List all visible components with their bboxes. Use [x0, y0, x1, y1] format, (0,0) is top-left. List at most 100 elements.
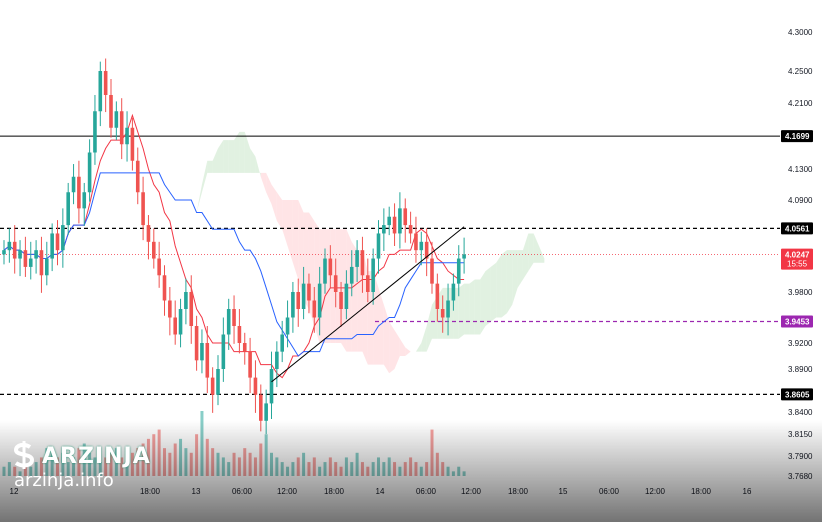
candle[interactable] — [280, 320, 284, 363]
candle[interactable] — [398, 192, 402, 249]
candle[interactable] — [285, 300, 290, 348]
candle[interactable] — [366, 258, 370, 303]
candle[interactable] — [424, 228, 429, 277]
candle[interactable] — [45, 241, 49, 286]
candle[interactable] — [152, 228, 156, 269]
candle[interactable] — [178, 298, 183, 348]
candle[interactable] — [339, 281, 343, 327]
candle-body — [291, 292, 295, 318]
candle[interactable] — [242, 332, 247, 365]
candle[interactable] — [403, 198, 408, 243]
candle[interactable] — [301, 266, 306, 320]
candle[interactable] — [162, 265, 167, 316]
candle[interactable] — [168, 286, 172, 336]
candle-body — [7, 241, 12, 251]
candle-body — [221, 334, 226, 369]
candle[interactable] — [221, 317, 226, 382]
candle[interactable] — [269, 351, 274, 420]
candle[interactable] — [210, 367, 215, 413]
candle[interactable] — [419, 231, 424, 266]
candle[interactable] — [376, 220, 381, 274]
trendline[interactable] — [271, 226, 465, 383]
trendline-segment[interactable] — [271, 226, 465, 383]
candle[interactable] — [371, 248, 375, 305]
candle[interactable] — [275, 341, 279, 388]
candle[interactable] — [82, 182, 87, 226]
candle[interactable] — [184, 278, 188, 325]
price-axis[interactable] — [780, 0, 822, 482]
candle[interactable] — [296, 278, 301, 327]
candle[interactable] — [61, 208, 65, 268]
candle[interactable] — [205, 326, 210, 394]
candle[interactable] — [200, 329, 204, 374]
candle[interactable] — [50, 223, 54, 272]
candle[interactable] — [34, 240, 38, 274]
candle[interactable] — [355, 240, 359, 282]
candle[interactable] — [194, 315, 199, 371]
candle[interactable] — [173, 300, 177, 345]
candle[interactable] — [323, 248, 327, 294]
candle-body — [168, 300, 172, 318]
candle[interactable] — [387, 206, 391, 236]
candle[interactable] — [130, 117, 135, 171]
candle[interactable] — [216, 355, 220, 406]
candle[interactable] — [119, 98, 124, 160]
candle[interactable] — [55, 220, 60, 266]
candle[interactable] — [430, 241, 434, 294]
candle[interactable] — [114, 101, 119, 141]
candle[interactable] — [328, 245, 333, 288]
candle[interactable] — [248, 337, 252, 394]
candle[interactable] — [440, 295, 445, 333]
bottom-fade — [0, 420, 822, 522]
candle[interactable] — [451, 273, 456, 311]
candle[interactable] — [462, 237, 466, 274]
candle[interactable] — [237, 309, 242, 354]
candle[interactable] — [87, 139, 92, 202]
candle[interactable] — [291, 281, 295, 333]
candle[interactable] — [317, 266, 322, 336]
candle[interactable] — [157, 241, 161, 288]
candle[interactable] — [312, 286, 317, 333]
candle[interactable] — [307, 273, 311, 314]
candle[interactable] — [71, 164, 76, 205]
current-price-tag — [781, 248, 813, 270]
candle-body — [333, 275, 338, 292]
candle[interactable] — [408, 211, 413, 244]
cloud-segment — [335, 229, 342, 343]
candle[interactable] — [141, 176, 145, 241]
candle[interactable] — [333, 258, 338, 308]
candle[interactable] — [414, 216, 418, 263]
candle[interactable] — [456, 245, 461, 297]
candle[interactable] — [226, 298, 231, 350]
candle[interactable] — [232, 295, 236, 344]
candle[interactable] — [98, 61, 103, 127]
candle[interactable] — [109, 79, 113, 138]
candle[interactable] — [103, 58, 108, 113]
candle[interactable] — [93, 95, 97, 165]
candle[interactable] — [18, 240, 22, 277]
candle-body — [462, 254, 466, 259]
candle[interactable] — [435, 273, 440, 322]
candle[interactable] — [7, 228, 12, 263]
candle[interactable] — [344, 270, 349, 320]
candle[interactable] — [382, 208, 386, 252]
candles[interactable] — [2, 58, 466, 434]
candle[interactable] — [77, 160, 81, 224]
candle[interactable] — [2, 240, 6, 265]
candle[interactable] — [360, 236, 365, 293]
candle[interactable] — [189, 275, 194, 344]
candle[interactable] — [23, 236, 28, 277]
candle[interactable] — [446, 283, 450, 336]
candle[interactable] — [39, 236, 44, 293]
candle[interactable] — [135, 147, 140, 205]
candle[interactable] — [253, 360, 258, 413]
candle[interactable] — [66, 182, 70, 236]
candle[interactable] — [125, 111, 129, 162]
candle[interactable] — [28, 241, 33, 280]
candle[interactable] — [146, 215, 151, 260]
candle[interactable] — [349, 250, 354, 297]
candle[interactable] — [392, 203, 397, 246]
candle[interactable] — [12, 225, 17, 274]
